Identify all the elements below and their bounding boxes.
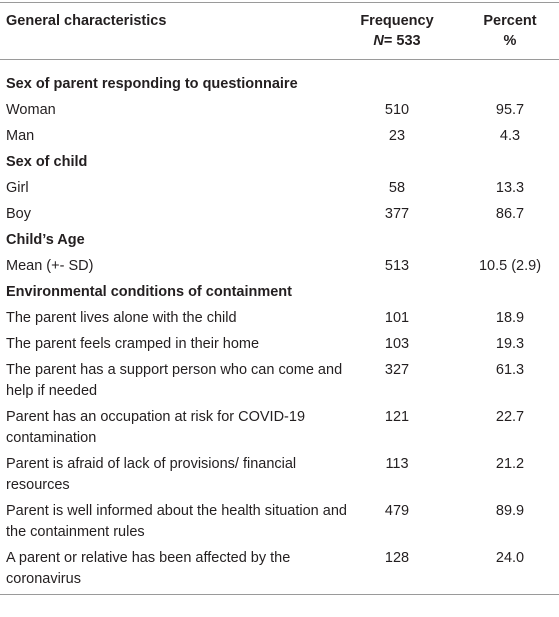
data-row: Woman 510 95.7 xyxy=(0,96,559,122)
data-row: A parent or relative has been affected b… xyxy=(0,544,559,595)
frequency-cell: 58 xyxy=(388,180,406,196)
row-label: The parent lives alone with the child xyxy=(6,310,237,326)
header-cell: Percent% xyxy=(443,2,559,60)
row-label: The parent has a support person who can … xyxy=(6,362,343,399)
percent-cell: 13.3 xyxy=(495,180,525,196)
row-label: Parent is well informed about the health… xyxy=(6,503,347,540)
frequency-cell: 103 xyxy=(384,336,410,352)
row-label: Girl xyxy=(6,180,29,196)
header-cell: General characteristics xyxy=(0,2,351,60)
section-row: Sex of parent responding to questionnair… xyxy=(0,60,559,97)
characteristics-table: General characteristics Frequency N= 533 … xyxy=(0,2,559,595)
header-row: General characteristics Frequency N= 533 … xyxy=(0,2,559,60)
frequency-cell: 510 xyxy=(384,102,410,118)
data-row: The parent lives alone with the child 101… xyxy=(0,304,559,330)
percent-cell: 86.7 xyxy=(495,206,525,222)
header-text: = 533 xyxy=(383,33,421,49)
row-label: Parent is afraid of lack of provisions/ … xyxy=(6,456,297,493)
section-title: Environmental conditions of containment xyxy=(6,284,292,300)
percent-cell: 19.3 xyxy=(495,336,525,352)
section-row: Sex of child xyxy=(0,148,559,174)
percent-cell: 95.7 xyxy=(495,102,525,118)
data-row: The parent has a support person who can … xyxy=(0,356,559,403)
data-row: Man 23 4.3 xyxy=(0,122,559,148)
row-label: The parent feels cramped in their home xyxy=(6,336,260,352)
frequency-cell: 513 xyxy=(384,258,410,274)
section-row: Child’s Age xyxy=(0,226,559,252)
percent-cell: 10.5 (2.9) xyxy=(478,258,542,274)
header-text: Frequency xyxy=(360,13,434,29)
percent-cell: 18.9 xyxy=(495,310,525,326)
section-row: Environmental conditions of containment xyxy=(0,278,559,304)
percent-cell: 21.2 xyxy=(495,456,525,472)
row-label: Parent has an occupation at risk for COV… xyxy=(6,409,306,446)
percent-cell: 24.0 xyxy=(495,550,525,566)
frequency-cell: 327 xyxy=(384,362,410,378)
percent-cell: 61.3 xyxy=(495,362,525,378)
frequency-cell: 128 xyxy=(384,550,410,566)
header-cell: Frequency N= 533 xyxy=(351,2,443,60)
header-text: Percent xyxy=(483,13,537,29)
section-title: Sex of parent responding to questionnair… xyxy=(6,76,298,92)
percent-cell: 89.9 xyxy=(495,503,525,519)
section-title: Child’s Age xyxy=(6,232,85,248)
data-row: Girl 58 13.3 xyxy=(0,174,559,200)
frequency-cell: 23 xyxy=(388,128,406,144)
data-row: Boy 377 86.7 xyxy=(0,200,559,226)
header-text: % xyxy=(503,33,517,49)
row-label: Mean (+- SD) xyxy=(6,258,94,274)
header-text: General characteristics xyxy=(6,13,167,29)
frequency-cell: 101 xyxy=(384,310,410,326)
table-body: Sex of parent responding to questionnair… xyxy=(0,60,559,595)
section-title: Sex of child xyxy=(6,154,88,170)
data-row: Parent is well informed about the health… xyxy=(0,497,559,544)
percent-cell: 22.7 xyxy=(495,409,525,425)
data-row: Mean (+- SD) 513 10.5 (2.9) xyxy=(0,252,559,278)
frequency-cell: 121 xyxy=(384,409,410,425)
data-row: Parent is afraid of lack of provisions/ … xyxy=(0,450,559,497)
data-row: The parent feels cramped in their home 10… xyxy=(0,330,559,356)
header-text: N xyxy=(373,33,384,49)
frequency-cell: 377 xyxy=(384,206,410,222)
data-row: Parent has an occupation at risk for COV… xyxy=(0,403,559,450)
row-label: A parent or relative has been affected b… xyxy=(6,550,291,587)
percent-cell: 4.3 xyxy=(499,128,521,144)
row-label: Man xyxy=(6,128,35,144)
frequency-cell: 479 xyxy=(384,503,410,519)
row-label: Woman xyxy=(6,102,56,118)
row-label: Boy xyxy=(6,206,31,222)
frequency-cell: 113 xyxy=(385,456,409,472)
